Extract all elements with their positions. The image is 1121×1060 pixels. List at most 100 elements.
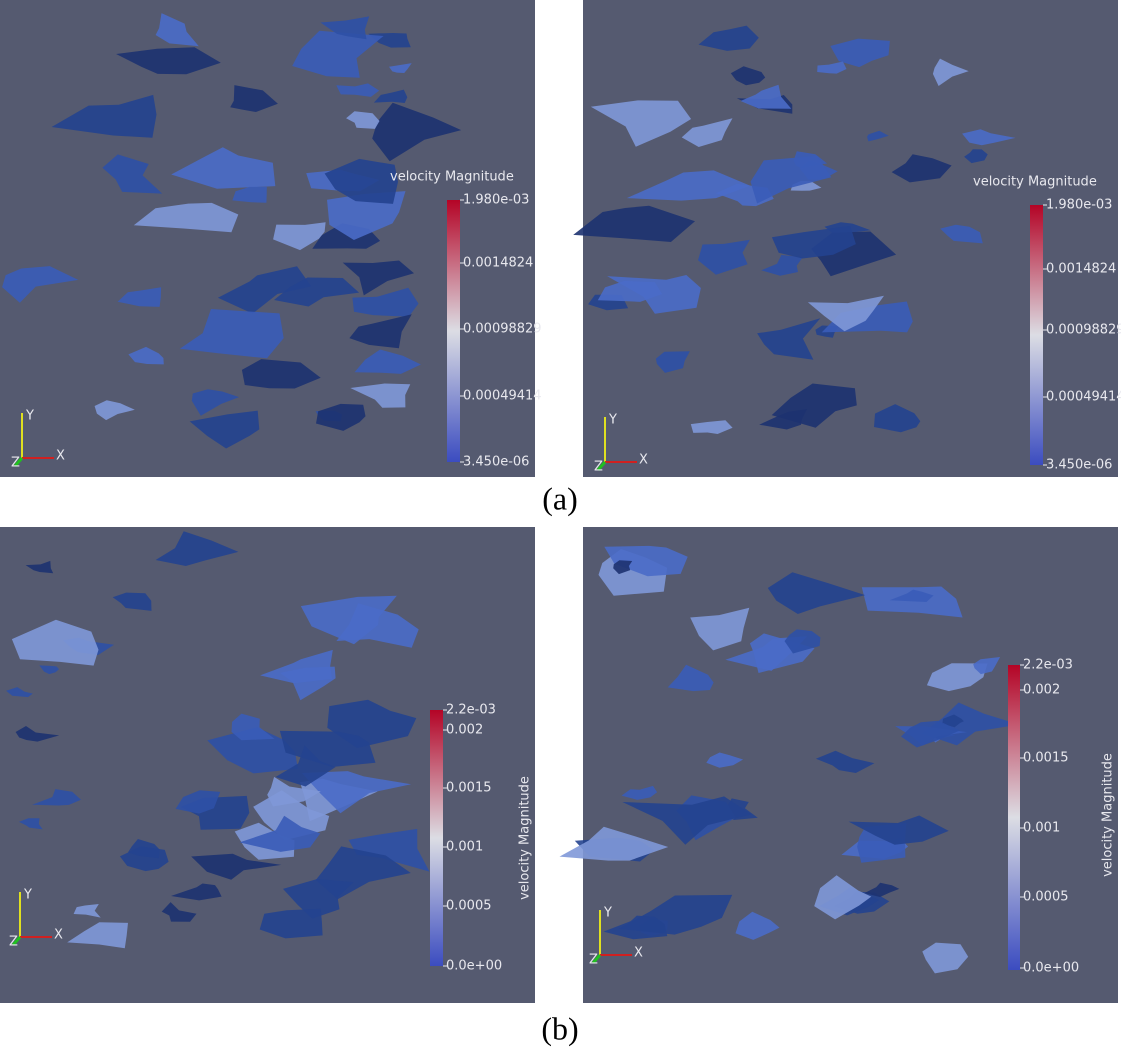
surface-blob — [354, 349, 421, 374]
surface-blob — [292, 30, 384, 78]
surface-blob — [848, 815, 949, 845]
colorbar-tick-label: 2.2e-03 — [446, 703, 496, 718]
surface-blob — [116, 47, 221, 75]
colorbar-tick-label: 3.450e-06 — [1046, 458, 1112, 473]
surface-blob — [155, 531, 239, 566]
colorbar-tick-label: 0.00049414 — [463, 389, 542, 404]
render-panel: velocity Magnitude 2.2e-03 0.002 0.0015 0.00… — [0, 527, 535, 1003]
surface-blob — [767, 572, 866, 614]
surface-blob — [283, 879, 354, 919]
colorbar-tick-label: 1.980e-03 — [463, 193, 529, 208]
surface-blob — [621, 785, 658, 800]
colorbar-tick-label: 0.001 — [1023, 821, 1060, 836]
surface-blob — [964, 149, 988, 164]
surface-blob — [698, 239, 750, 275]
surface-blob — [171, 883, 222, 901]
axis-label: Z — [11, 456, 20, 471]
surface-blob — [171, 147, 276, 189]
surface-blob — [830, 38, 890, 68]
colorbar-tick-label: 0.002 — [446, 723, 483, 738]
surface-blob — [18, 818, 43, 830]
surface-blob — [259, 908, 323, 939]
surface-blob — [231, 713, 275, 741]
colorbar-tick-label: 3.450e-06 — [463, 455, 529, 470]
surface-blob — [807, 295, 884, 332]
colorbar-title: velocity Magnitude — [518, 776, 533, 900]
caption: (b) — [541, 1010, 578, 1046]
surface-blob — [239, 815, 321, 852]
axis-label: Y — [603, 906, 612, 921]
caption: (a) — [542, 480, 578, 516]
surface-blob — [759, 409, 807, 430]
surface-blob — [613, 560, 633, 575]
surface-blob — [867, 130, 889, 142]
surface-blob — [749, 633, 815, 673]
surface-blob — [301, 771, 412, 814]
colorbar-tick-label: 0.00098829 — [463, 322, 542, 337]
surface-blob — [706, 752, 744, 768]
axis-label: Y — [23, 888, 32, 903]
colorbar — [1030, 205, 1043, 465]
surface-blob — [667, 664, 714, 692]
surface-blob — [348, 828, 430, 872]
surface-blob — [300, 595, 397, 645]
axis-label: X — [634, 946, 643, 961]
colorbar-tick-label: 0.0015 — [446, 781, 492, 796]
axis-label: Z — [9, 935, 18, 950]
colorbar — [1008, 665, 1020, 970]
surface-blob — [861, 586, 963, 618]
colorbar-tick-label: 0.002 — [1023, 683, 1060, 698]
axis-label: X — [56, 449, 65, 464]
surface-blob — [25, 560, 54, 574]
axis-label: Y — [25, 409, 34, 424]
surface-blob — [973, 657, 1001, 675]
colorbar-tick-label: 0.0005 — [446, 899, 492, 914]
surface-blob — [603, 915, 668, 940]
surface-blob — [559, 826, 669, 861]
surface-blob — [316, 403, 366, 431]
surface-blob — [352, 287, 419, 317]
surface-blob — [39, 665, 60, 675]
surface-blob — [942, 714, 964, 728]
surface-blob — [73, 904, 101, 918]
surface-blob — [273, 222, 326, 251]
colorbar-tick-label: 1.980e-03 — [1046, 198, 1112, 213]
surface-blob — [117, 287, 162, 307]
surface-blob — [771, 225, 856, 259]
axis-label: Y — [608, 413, 617, 428]
surface-blob — [260, 649, 333, 684]
surface-blob — [597, 280, 663, 302]
surface-blob — [874, 404, 921, 433]
surface-blob — [94, 400, 135, 421]
surface-blob — [750, 155, 832, 204]
surface-blob — [814, 875, 872, 920]
surface-blob — [241, 359, 321, 389]
surface-blob — [690, 607, 750, 651]
colorbar-title: velocity Magnitude — [973, 175, 1097, 190]
render-panel: velocity Magnitude 1.980e-03 0.0014824 0.00… — [573, 0, 1121, 477]
surface-blob — [128, 346, 164, 365]
surface-blob — [267, 776, 321, 807]
colorbar-tick-label: 0.0e+00 — [1023, 961, 1079, 976]
surface-blob — [6, 687, 33, 698]
colorbar-tick-label: 0.0014824 — [463, 256, 533, 271]
surface-blob — [191, 853, 282, 880]
colorbar-tick-label: 0.0014824 — [1046, 262, 1116, 277]
surface-blob — [757, 318, 821, 360]
surface-blob — [590, 100, 692, 147]
colorbar-tick-label: 0.0005 — [1023, 890, 1069, 905]
surface-blob — [32, 789, 81, 806]
surface-blob — [932, 58, 969, 86]
surface-blob — [112, 592, 152, 611]
surface-blob — [232, 186, 267, 203]
render-background — [0, 0, 535, 477]
colorbar-tick-label: 0.00098829 — [1046, 323, 1121, 338]
surface-blob — [926, 663, 988, 692]
surface-blob — [817, 61, 847, 74]
surface-blob — [740, 84, 792, 109]
axis-label: Z — [594, 460, 603, 475]
axis-z — [13, 457, 24, 467]
surface-blob — [735, 911, 780, 940]
surface-blob — [342, 260, 414, 296]
